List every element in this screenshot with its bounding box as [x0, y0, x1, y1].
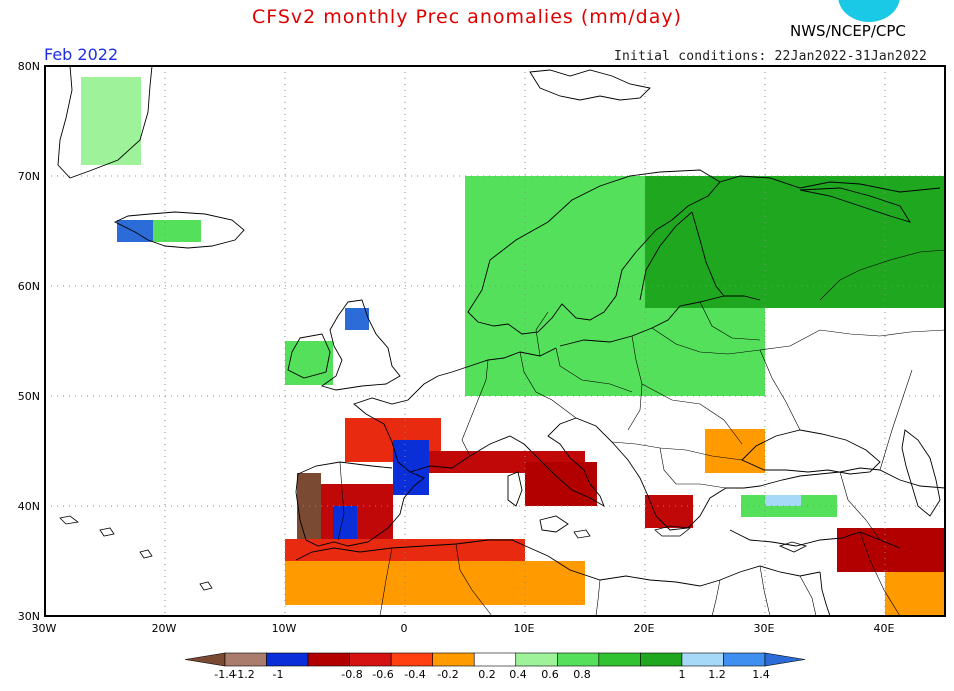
lon-label-0: 0	[400, 622, 408, 635]
anomaly-region	[345, 308, 369, 330]
colorbar-swatch	[515, 652, 558, 667]
colorbar-swatch	[723, 652, 766, 667]
lat-label-30n: 30N	[17, 610, 40, 623]
ireland-coast	[287, 333, 331, 379]
islands	[59, 515, 808, 591]
anomaly-region	[837, 528, 945, 572]
anomaly-region	[117, 220, 153, 242]
colorbar-swatch	[473, 652, 517, 667]
colorbar-tick: -1.2	[233, 668, 255, 681]
lon-label-20e: 20E	[633, 622, 655, 635]
turkey-coast	[729, 529, 901, 549]
colorbar-swatch	[640, 652, 683, 667]
levant-coast	[819, 571, 831, 616]
lon-label-10e: 10E	[513, 622, 535, 635]
colorbar-tick: 0.2	[478, 668, 496, 681]
svalbard	[529, 69, 651, 101]
colorbar-swatch	[598, 652, 641, 667]
colorbar-tick: 0.4	[509, 668, 527, 681]
colorbar-tick: -0.2	[437, 668, 459, 681]
colorbar-swatch	[390, 652, 433, 667]
caspian-sea	[901, 429, 941, 517]
colorbar-tick: -1	[272, 668, 284, 681]
colorbar-tick: 0.6	[541, 668, 559, 681]
finland-coast	[691, 211, 761, 301]
anomaly-region	[393, 440, 429, 495]
anomaly-region	[285, 341, 333, 385]
russia-north-coast	[719, 175, 941, 193]
italy-coast	[469, 417, 605, 508]
britain-coast	[320, 299, 401, 391]
initial-conditions: Initial conditions: 22Jan2022-31Jan2022	[614, 49, 928, 64]
novaya-zemlya	[799, 187, 912, 223]
sicily	[539, 515, 569, 533]
colorbar-tick: -0.8	[341, 668, 363, 681]
anomaly-region	[285, 561, 585, 605]
greenland-coast	[57, 66, 153, 179]
colorbar-tick: -0.4	[404, 668, 426, 681]
lon-label-30w: 30W	[31, 622, 57, 635]
colorbar-swatch	[266, 652, 309, 667]
grid-lines	[45, 66, 945, 616]
colorbar-tick: -0.6	[372, 668, 394, 681]
lat-label-60n: 60N	[17, 280, 40, 293]
country-borders	[337, 249, 945, 616]
anomaly-region	[525, 462, 597, 506]
colorbar-tick: 0.8	[573, 668, 591, 681]
colorbar-swatch	[681, 652, 724, 667]
europe-west-coast	[437, 347, 557, 377]
lon-label-40e: 40E	[873, 622, 895, 635]
agency-label: NWS/NCEP/CPC	[790, 22, 906, 40]
north-africa-coast	[295, 539, 821, 587]
lat-label-70n: 70N	[17, 170, 40, 183]
forecast-month: Feb 2022	[44, 45, 119, 64]
map-frame	[44, 65, 946, 617]
colorbar-tick: -1.4	[214, 668, 236, 681]
colorbar-swatch	[557, 652, 600, 667]
colorbar-swatch	[432, 652, 475, 667]
colorbar-tick: 1.2	[708, 668, 726, 681]
anomaly-region	[645, 495, 693, 528]
lon-label-30e: 30E	[753, 622, 775, 635]
anomaly-region	[645, 176, 945, 308]
bothnia-coast	[639, 211, 693, 301]
sardinia	[507, 471, 523, 507]
anomaly-region	[765, 495, 801, 506]
colorbar-swatch	[307, 652, 350, 667]
colorbar	[184, 652, 806, 667]
iceland-coast	[113, 211, 245, 249]
lat-label-40n: 40N	[17, 500, 40, 513]
colorbar-tick: 1	[678, 668, 686, 681]
lon-label-10w: 10W	[271, 622, 297, 635]
scandinavia-coast	[467, 169, 721, 335]
anomaly-region	[153, 220, 201, 242]
chart-title: CFSv2 monthly Prec anomalies (mm/day)	[251, 6, 683, 28]
coastlines	[57, 66, 945, 616]
lon-label-20w: 20W	[151, 622, 177, 635]
black-sea	[741, 429, 881, 475]
anomaly-region	[885, 572, 945, 616]
colorbar-arrow-low	[184, 652, 226, 667]
colorbar-swatch	[224, 652, 267, 667]
noaa-logo	[838, 0, 900, 22]
anomaly-region	[333, 506, 357, 539]
anomaly-region	[81, 77, 141, 165]
colorbar-tick: 1.4	[752, 668, 770, 681]
iberia-coast	[295, 461, 425, 547]
colorbar-swatch	[349, 652, 392, 667]
anomaly-cells	[81, 77, 945, 616]
france-coast	[353, 375, 471, 473]
lat-label-80n: 80N	[17, 60, 40, 73]
lat-label-50n: 50N	[17, 390, 40, 403]
colorbar-arrow-high	[764, 652, 806, 667]
